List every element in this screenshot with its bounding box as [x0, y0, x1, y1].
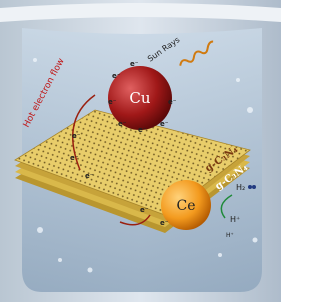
electron-label: e⁻ [118, 120, 127, 128]
electron-label: e⁻ [85, 172, 94, 180]
h-plus-label: H⁺ [230, 215, 240, 224]
illustration: Sun Rays Cu Ce Hot electron flow g-C₃N₄ … [0, 0, 281, 302]
electron-label: e⁻ [140, 206, 149, 214]
electron-label: e⁻ [130, 60, 139, 68]
h2-label: H₂ [236, 183, 245, 192]
electron-label: e⁻ [112, 72, 121, 80]
electron-label: e⁻ [70, 154, 79, 162]
electron-label: e⁻ [160, 120, 169, 128]
electron-label: e⁻ [168, 98, 177, 106]
ce-label: Ce [177, 198, 196, 214]
h-plus-label: H⁺ [226, 232, 234, 239]
electron-label: e⁻ [160, 219, 169, 227]
cu-label: Cu [129, 89, 150, 107]
electron-label: e⁻ [138, 126, 147, 134]
electron-label: e⁻ [108, 98, 117, 106]
h2-molecule [252, 185, 256, 189]
h2-molecule [248, 185, 252, 189]
electron-label: e⁻ [72, 132, 81, 140]
